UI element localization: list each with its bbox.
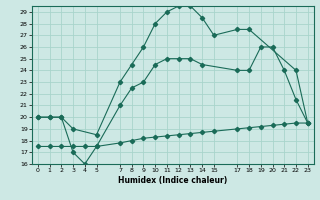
X-axis label: Humidex (Indice chaleur): Humidex (Indice chaleur) <box>118 176 228 185</box>
